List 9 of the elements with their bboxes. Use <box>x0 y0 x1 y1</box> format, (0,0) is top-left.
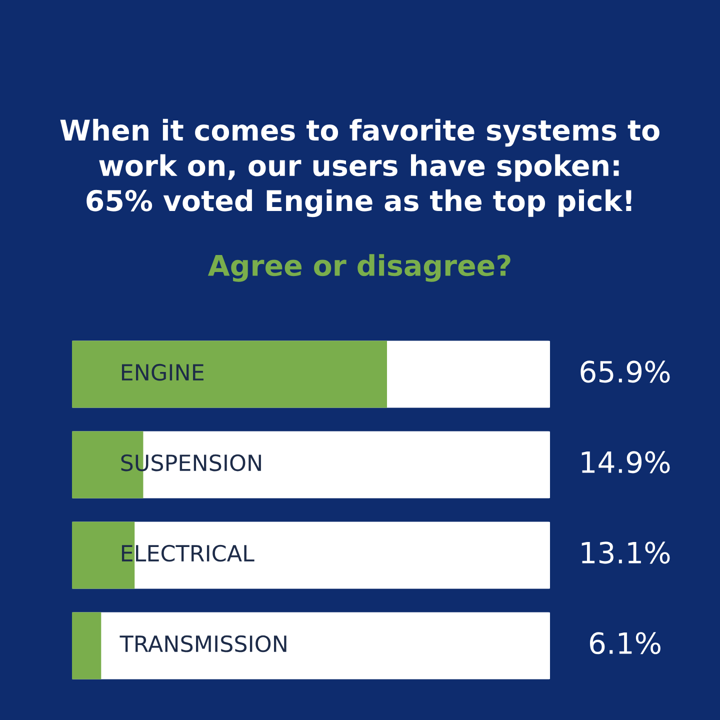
data-label: 6.1% <box>590 632 660 654</box>
data-label: 14.9% <box>582 451 670 474</box>
chart-title: When it comes to favorite systems to work on, our users have spoken: 65% voted Engine as the top pick! <box>60 118 660 218</box>
data-label: 65.9% <box>580 360 670 383</box>
y-tick-label: ENGINE <box>122 364 204 381</box>
bar <box>72 612 102 680</box>
data-label: 13.1% <box>582 542 670 564</box>
chart-subtitle: Agree or disagree? <box>208 254 510 282</box>
y-tick-label: TRANSMISSION <box>120 635 286 652</box>
